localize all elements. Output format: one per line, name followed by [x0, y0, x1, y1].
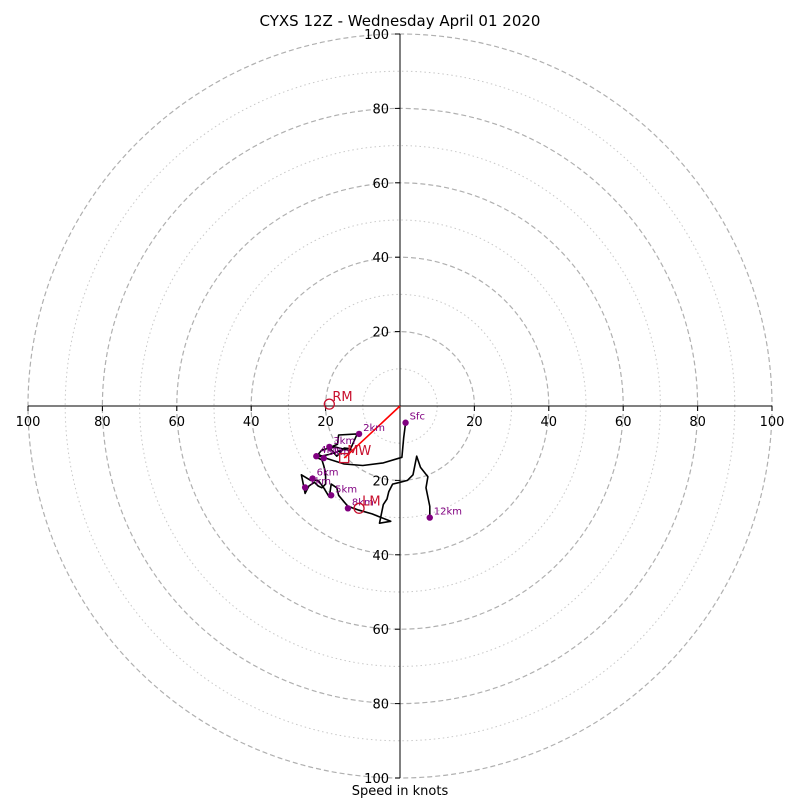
height-marker-dot — [320, 454, 327, 462]
x-tick-label: 100 — [16, 415, 41, 430]
x-tick-label: 60 — [615, 415, 632, 430]
x-tick-label: 80 — [94, 415, 111, 430]
tick-labels: 100 80 60 40 20 20 40 60 80 100 100 80 60 40 20 20 40 60 8… — [16, 28, 785, 787]
x-axis-label: Speed in knots — [352, 784, 449, 799]
motion-marker-label: MW — [347, 444, 371, 459]
height-marker-label: Sfc — [410, 412, 425, 423]
motion-marker-circle — [353, 502, 365, 514]
height-marker-dot — [355, 430, 363, 438]
height-marker-dot — [327, 492, 335, 499]
shear-vector-line — [343, 405, 401, 459]
height-marker-label: 5km — [328, 447, 350, 458]
y-tick-label: 100 — [364, 772, 389, 787]
height-marker-label: 8km — [352, 497, 374, 508]
y-tick-label: 80 — [372, 102, 389, 117]
y-tick-label: 100 — [364, 28, 389, 43]
height-marker-label: 5km — [335, 484, 357, 495]
x-tick-label: 40 — [243, 415, 260, 430]
y-tick-label: 40 — [372, 251, 389, 266]
height-marker-label: 2km — [363, 423, 385, 434]
height-marker-label: 7km — [309, 476, 331, 487]
x-tick-label: 80 — [689, 415, 706, 430]
y-tick-label: 40 — [372, 549, 389, 564]
height-marker-dot — [313, 453, 320, 460]
y-tick-label: 80 — [372, 698, 389, 713]
height-marker-dot — [426, 514, 433, 521]
height-marker-dot — [309, 475, 316, 482]
chart-title: CYXS 12Z - Wednesday April 01 2020 — [260, 12, 541, 30]
height-marker-dot — [301, 484, 309, 491]
motion-marker-label: LM — [362, 494, 380, 509]
height-marker-label: 3km — [333, 436, 355, 447]
height-marker-label: 4km — [320, 445, 342, 456]
height-marker-dot — [326, 443, 333, 451]
y-tick-label: 20 — [372, 474, 389, 489]
height-marker-dot — [344, 505, 352, 512]
x-tick-label: 20 — [317, 415, 334, 430]
motion-marker-square — [339, 452, 350, 464]
x-tick-label: 60 — [169, 415, 186, 430]
storm-motion-markers: RM MW LM — [323, 390, 381, 514]
x-tick-label: 100 — [760, 415, 785, 430]
motion-marker-circle — [323, 398, 335, 410]
height-marker-label: 12km — [434, 507, 462, 518]
y-tick-label: 20 — [372, 326, 389, 341]
shear-vector — [343, 405, 401, 459]
height-marker-label: 6km — [317, 468, 339, 479]
x-tick-label: 20 — [466, 415, 483, 430]
x-tick-label: 40 — [541, 415, 558, 430]
y-tick-label: 60 — [372, 623, 389, 638]
motion-marker-label: RM — [332, 390, 352, 405]
y-tick-label: 60 — [372, 177, 389, 192]
height-marker-dot — [402, 419, 409, 426]
